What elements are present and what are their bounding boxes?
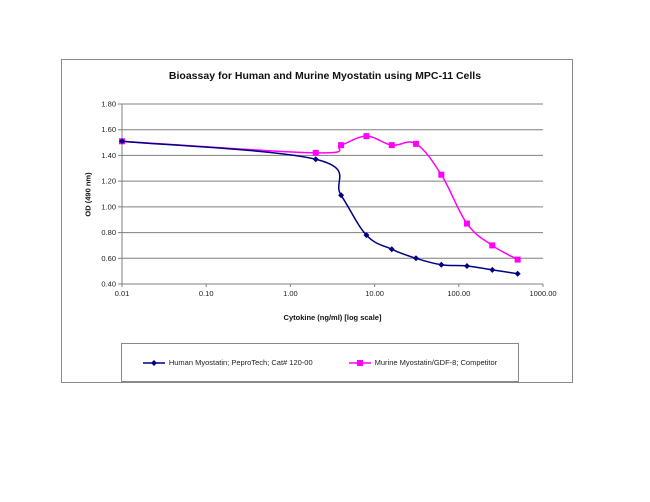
y-tick-label: 1.20 [101, 177, 116, 186]
data-point [388, 246, 395, 253]
x-tick-label: 0.01 [115, 289, 130, 298]
data-point [119, 138, 125, 145]
legend-label-human: Human Myostatin; PeproTech; Cat# 120-00 [168, 358, 313, 367]
x-tick-label: 1.00 [283, 289, 298, 298]
x-tick-label: 10.00 [365, 289, 384, 298]
data-point [338, 142, 345, 149]
data-point [312, 149, 319, 156]
chart-frame [61, 59, 573, 383]
y-tick-label: 0.80 [101, 228, 116, 237]
y-axis-label: OD (490 nm) [83, 172, 93, 217]
y-tick-label: 1.80 [101, 100, 116, 109]
diamond-marker-icon [142, 359, 165, 366]
x-tick-label: 0.10 [199, 289, 214, 298]
y-tick-label: 1.00 [101, 202, 116, 211]
legend-entry-murine: Murine Myostatin/GDF-8; Competitor [348, 358, 498, 367]
y-tick-label: 0.60 [101, 254, 116, 263]
data-point [412, 255, 419, 262]
data-point [363, 133, 370, 140]
x-tick-label: 1000.00 [529, 289, 556, 298]
data-point [514, 256, 521, 263]
data-point [463, 220, 470, 227]
data-point [489, 266, 496, 273]
y-tick-label: 0.40 [101, 280, 116, 289]
data-point [489, 242, 496, 249]
data-point [514, 270, 521, 277]
y-tick-label: 1.60 [101, 125, 116, 134]
data-point [363, 232, 370, 239]
data-point [388, 142, 395, 149]
square-marker-icon [348, 359, 371, 366]
series-line [121, 135, 519, 261]
data-point [438, 261, 445, 268]
legend-entry-human: Human Myostatin; PeproTech; Cat# 120-00 [142, 358, 313, 367]
data-point [438, 171, 445, 178]
y-tick-label: 1.40 [101, 151, 116, 160]
data-point [338, 192, 345, 199]
data-point [412, 140, 419, 147]
data-point [463, 263, 470, 269]
legend: Human Myostatin; PeproTech; Cat# 120-00 … [121, 343, 519, 382]
x-axis-label: Cytokine (ng/ml) [log scale] [283, 313, 382, 322]
legend-label-murine: Murine Myostatin/GDF-8; Competitor [374, 358, 498, 367]
x-tick-label: 100.00 [447, 289, 470, 298]
chart-title: Bioassay for Human and Murine Myostatin … [168, 70, 482, 82]
data-point [312, 156, 319, 163]
